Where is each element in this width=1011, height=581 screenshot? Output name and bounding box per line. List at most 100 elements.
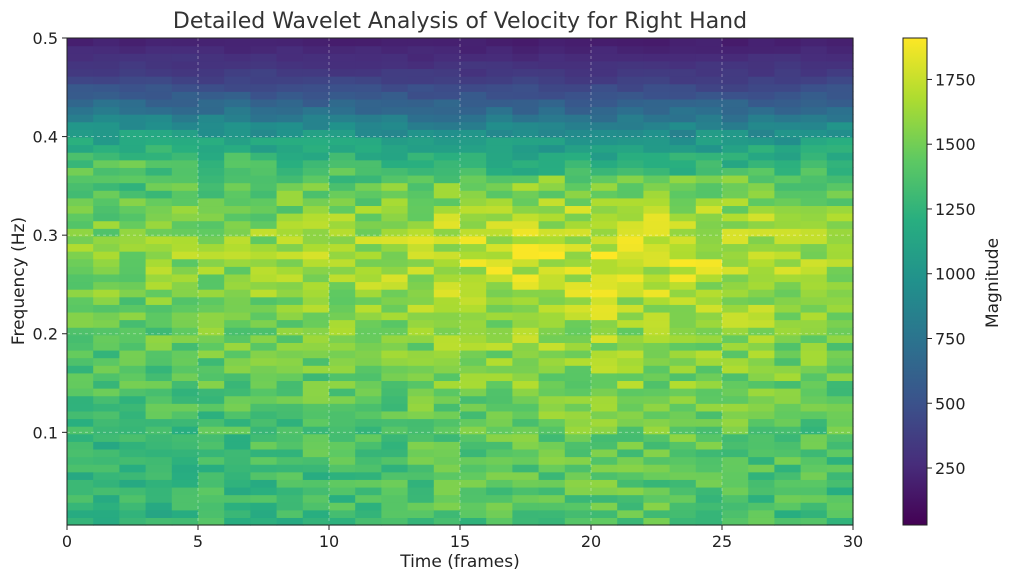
heatmap-cell [329, 197, 356, 207]
heatmap-cell [250, 243, 278, 252]
heatmap-cell [486, 53, 513, 62]
heatmap-cell [460, 273, 487, 283]
heatmap-cell [145, 197, 173, 207]
heatmap-cell [119, 91, 147, 100]
heatmap-cell [826, 190, 854, 199]
heatmap-cell [564, 342, 592, 351]
heatmap-cell [512, 365, 540, 374]
heatmap-cell [329, 228, 356, 237]
heatmap-cell [407, 228, 435, 237]
heatmap-cell [171, 319, 199, 328]
heatmap-cell [276, 114, 304, 123]
heatmap-cell [460, 281, 487, 290]
heatmap-cell [748, 152, 775, 161]
heatmap-cell [276, 205, 304, 214]
x-tick-label: 0 [62, 532, 72, 551]
heatmap-cell [486, 91, 513, 100]
heatmap-cell [800, 152, 828, 161]
heatmap-cell [512, 53, 540, 62]
heatmap-cell [198, 213, 225, 222]
heatmap-cell [826, 372, 854, 382]
heatmap-cell [591, 289, 618, 298]
heatmap-cell [145, 228, 173, 237]
heatmap-cell [617, 243, 644, 252]
heatmap-cell [198, 45, 225, 54]
heatmap-cell [460, 258, 487, 267]
heatmap-cell [329, 60, 356, 70]
heatmap-cell [119, 479, 147, 488]
heatmap-cell [774, 304, 802, 313]
heatmap-cell [800, 273, 828, 283]
heatmap-cell [695, 121, 723, 130]
heatmap-cell [617, 403, 644, 412]
heatmap-cell [433, 228, 461, 237]
heatmap-cell [329, 174, 356, 184]
heatmap-cell [722, 304, 749, 313]
heatmap-cell [198, 494, 225, 503]
heatmap-cell [93, 319, 120, 328]
heatmap-cell [591, 45, 618, 54]
heatmap-cell [381, 136, 409, 146]
heatmap-cell [171, 136, 199, 146]
heatmap-cell [433, 281, 461, 290]
heatmap-cell [748, 403, 775, 412]
heatmap-cell [748, 395, 775, 404]
heatmap-cell [276, 53, 304, 62]
heatmap-cell [407, 114, 435, 123]
heatmap-cell [564, 517, 592, 526]
heatmap-cell [93, 502, 120, 511]
heatmap-cell [695, 174, 723, 184]
heatmap-cell [695, 205, 723, 214]
heatmap-cell [145, 53, 173, 62]
heatmap-cell [302, 243, 330, 252]
heatmap-cell [119, 365, 147, 374]
heatmap-cell [512, 304, 540, 313]
heatmap-cell [381, 205, 409, 214]
heatmap-cell [145, 190, 173, 199]
heatmap-cell [67, 403, 94, 412]
heatmap-cell [302, 319, 330, 328]
heatmap-cell [407, 38, 435, 47]
heatmap-cell [460, 448, 487, 458]
heatmap-cell [774, 441, 802, 450]
heatmap-cell [826, 441, 854, 450]
heatmap-cell [617, 289, 644, 298]
heatmap-cell [617, 342, 644, 351]
heatmap-cell [486, 342, 513, 351]
heatmap-cell [460, 289, 487, 298]
heatmap-cell [538, 388, 566, 397]
heatmap-cell [433, 38, 461, 47]
heatmap-cell [171, 152, 199, 161]
heatmap-cell [722, 220, 749, 229]
heatmap-cell [591, 380, 618, 389]
heatmap-cell [67, 121, 94, 130]
heatmap-cell [486, 152, 513, 161]
heatmap-cell [355, 106, 382, 115]
heatmap-cell [486, 205, 513, 214]
heatmap-cell [433, 174, 461, 184]
heatmap-cell [512, 106, 540, 115]
heatmap-cell [407, 182, 435, 191]
heatmap-cell [774, 167, 802, 176]
heatmap-cell [748, 106, 775, 115]
heatmap-cell [643, 190, 671, 199]
heatmap-cell [145, 174, 173, 184]
heatmap-cell [224, 258, 251, 267]
heatmap-cell [591, 433, 618, 442]
heatmap-cell [302, 388, 330, 397]
heatmap-cell [617, 68, 644, 77]
heatmap-cell [67, 289, 94, 298]
y-tick-label: 0.1 [33, 423, 58, 442]
heatmap-cell [250, 38, 278, 47]
heatmap-cell [722, 45, 749, 54]
heatmap-cell [695, 509, 723, 518]
heatmap-cell [433, 273, 461, 283]
heatmap-cell [171, 410, 199, 420]
heatmap-cell [722, 365, 749, 374]
heatmap-cell [224, 83, 251, 92]
heatmap-cell [669, 296, 697, 305]
heatmap-cell [722, 228, 749, 237]
heatmap-cell [171, 388, 199, 397]
heatmap-cell [643, 174, 671, 184]
